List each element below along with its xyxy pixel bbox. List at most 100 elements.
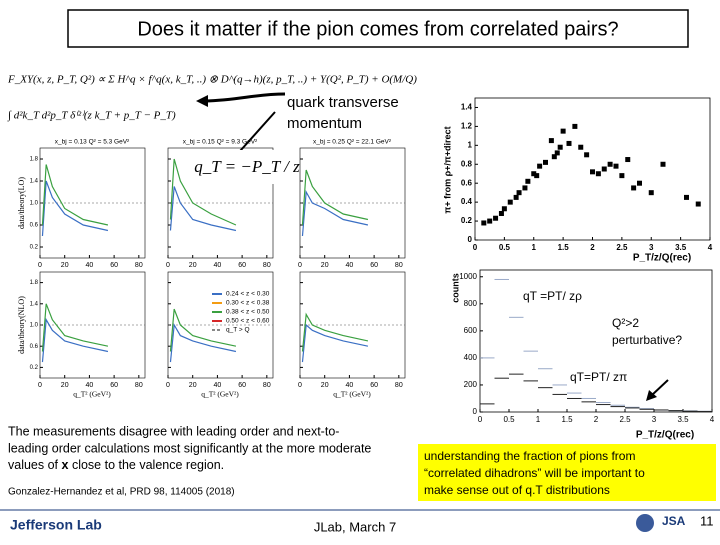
x-tick-label: 40: [86, 382, 94, 389]
formula-box: [203, 150, 291, 184]
point: [548, 138, 554, 144]
curve: [169, 323, 237, 363]
histogram: 0 0.5 1 1.5 2 2.5 3 3.5 4 0 200 400 600 800 1000counts…: [450, 269, 715, 441]
plot-label: perturbative?: [612, 333, 682, 347]
point: [578, 144, 584, 150]
callout: understanding the fraction of pions from: [424, 449, 635, 463]
point: [501, 206, 507, 212]
point: [566, 140, 572, 146]
point: [684, 194, 689, 200]
page-number: 11: [700, 513, 714, 528]
x-tick-label: 1.5: [558, 243, 570, 252]
x-tick-label: 1: [536, 415, 541, 424]
y-tick-label: 1.8: [30, 157, 39, 163]
x-tick-label: 0: [166, 382, 170, 389]
x-tick-label: 20: [321, 382, 329, 389]
point: [590, 169, 595, 175]
y-tick-label: 800: [464, 299, 478, 308]
curve: [41, 164, 109, 226]
plot-label: qT =PT/ zρ: [523, 289, 582, 303]
point: [560, 128, 566, 134]
x-tick-label: 3.5: [675, 243, 687, 252]
panel-header: x_bj = 0.25 Q² = 22.1 GeV²: [313, 139, 392, 146]
callout-box: [418, 444, 716, 501]
y-tick-label: 1.2: [461, 122, 473, 131]
seal: [636, 514, 654, 532]
jsa-logo: JSA: [662, 514, 686, 528]
panel-header: x_bj = 0.15 Q² = 9.3 GeV²: [183, 139, 258, 146]
point: [595, 171, 601, 177]
point: [516, 190, 522, 196]
y-tick-label: 0.6: [30, 344, 39, 350]
x-tick-label: 60: [110, 262, 118, 269]
legend-label: 0.38 < z < 0.50: [226, 309, 270, 316]
y-tick-label: 200: [464, 380, 478, 389]
x-tick-label: 60: [370, 382, 378, 389]
x-tick-label: 0: [298, 262, 302, 269]
x-tick-label: 80: [395, 382, 403, 389]
x-axis-label: q_T² (GeV²): [73, 390, 111, 399]
x-tick-label: 0: [478, 415, 483, 424]
arrow: [204, 92, 286, 103]
citation: Gonzalez-Hernandez et al, PRD 98, 114005…: [8, 487, 235, 498]
formula: ∫ d²k_T d²p_T δ⁽²⁾(z k_T + p_T − P_T): [7, 110, 176, 122]
x-tick-label: 0: [38, 262, 42, 269]
y-tick-label: 1.0: [30, 201, 39, 207]
annotation: momentum: [287, 115, 362, 132]
paragraph-part: values of: [8, 458, 62, 472]
legend-label: 0.24 < z < 0.30: [226, 291, 270, 298]
curve: [301, 190, 369, 237]
point: [695, 201, 701, 207]
x-tick-label: 80: [263, 382, 271, 389]
point: [487, 218, 493, 224]
legend-label: q_T > Q: [226, 327, 250, 334]
formula: F_XY(x, z, P_T, Q²) ∝ Σ H^q × f^q(x, k_T…: [7, 74, 417, 86]
x-tick-label: 40: [346, 262, 354, 269]
point: [531, 171, 537, 177]
x-tick-label: 2: [590, 243, 595, 252]
x-tick-label: 0: [298, 382, 302, 389]
legend-label: 0.30 < z < 0.38: [226, 300, 270, 307]
annotation: quark transverse: [287, 94, 399, 111]
point: [543, 159, 548, 165]
y-tick-label: 0.8: [461, 159, 473, 168]
x-tick-label: 40: [86, 262, 94, 269]
panel-header: x_bj = 0.13 Q² = 5.3 GeV²: [55, 139, 130, 146]
paragraph-part: close to the valence region.: [68, 458, 224, 472]
x-tick-label: 4: [708, 243, 713, 252]
curve: [301, 169, 369, 226]
x-tick-label: 40: [214, 382, 222, 389]
x-tick-label: 20: [189, 262, 197, 269]
arrow: [651, 379, 669, 396]
title-box: [67, 9, 689, 48]
x-tick-label: 3: [652, 415, 657, 424]
paragraph: leading order calculations most signific…: [8, 441, 371, 455]
y-axis-label: counts: [450, 273, 460, 303]
x-tick-label: 0.5: [503, 415, 515, 424]
arrow-head: [196, 95, 208, 107]
y-tick-label: 0: [468, 235, 473, 244]
curve: [41, 303, 109, 352]
x-tick-label: 0.5: [499, 243, 511, 252]
slide-title: Does it matter if the pion comes from co…: [137, 18, 618, 40]
legend-label: 0.50 < z < 0.60: [226, 318, 270, 325]
curve: [169, 308, 237, 352]
point: [534, 173, 540, 179]
x-tick-label: 60: [238, 262, 246, 269]
point: [525, 178, 531, 184]
y-tick-label: 1.4: [30, 301, 39, 307]
x-tick-label: 1.5: [561, 415, 573, 424]
callout: “correlated dihadrons” will be important…: [424, 466, 645, 480]
y-tick-label: 0.2: [30, 365, 39, 371]
y-tick-label: 600: [464, 326, 478, 335]
point: [537, 163, 543, 169]
x-axis-label: P_T/z/Q(rec): [636, 430, 694, 441]
point: [493, 215, 499, 221]
y-tick-label: 0.6: [30, 223, 39, 229]
x-tick-label: 0: [473, 243, 478, 252]
plot-label: Q²>2: [612, 316, 639, 330]
point: [607, 161, 613, 167]
x-tick-label: 2.5: [619, 415, 631, 424]
x-axis-label: P_T/z/Q(rec): [633, 253, 691, 264]
point: [572, 123, 578, 129]
